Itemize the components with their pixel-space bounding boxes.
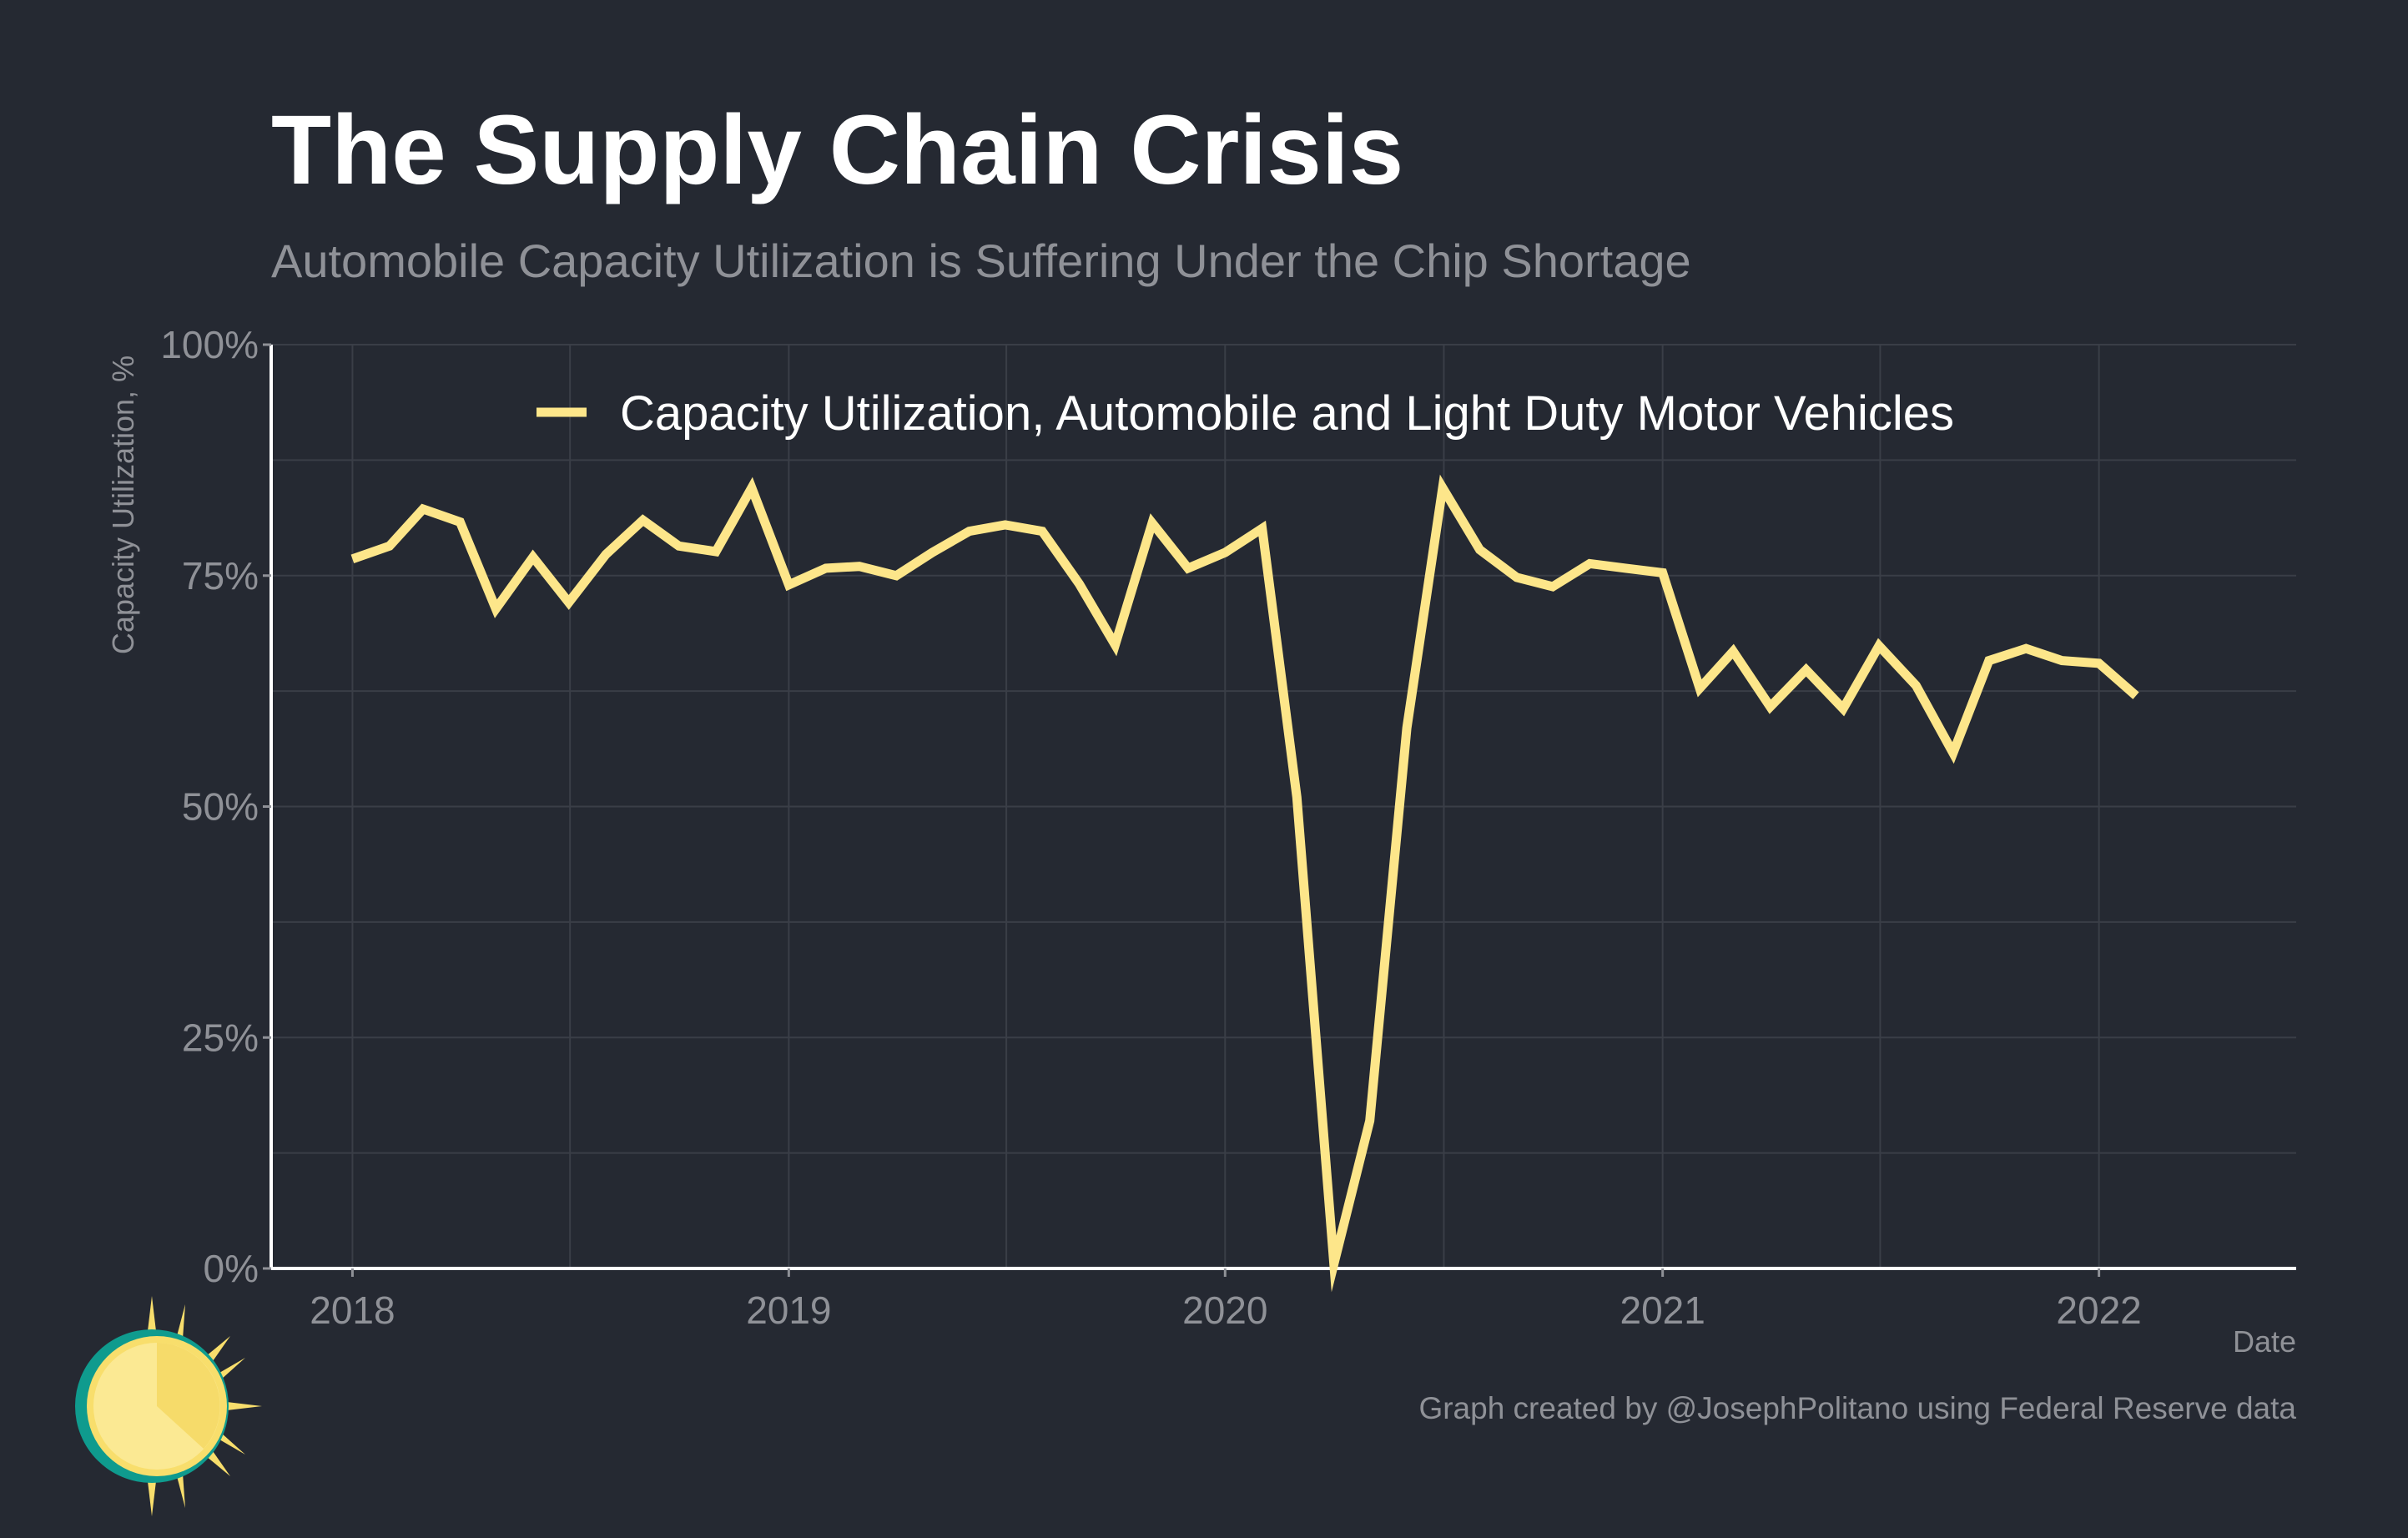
legend: Capacity Utilization, Automobile and Lig… [537,386,1954,441]
series-lines [350,474,2139,1293]
series-line [350,474,2139,1293]
y-axis-ticks: 0% 25% 50% 75% 100% [160,323,271,1290]
chart-subtitle: Automobile Capacity Utilization is Suffe… [271,234,1691,287]
caption: Graph created by @JosephPolitano using F… [1418,1391,2296,1425]
y-tick-label: 25% [182,1016,259,1059]
legend-label: Capacity Utilization, Automobile and Lig… [620,386,1954,441]
y-tick-label: 0% [204,1247,259,1290]
y-tick-label: 75% [182,554,259,598]
x-tick-label: 2021 [1620,1288,1705,1332]
x-tick-label: 2022 [2056,1288,2141,1332]
x-axis-title: Date [2233,1324,2296,1359]
x-tick-label: 2018 [310,1288,395,1332]
y-axis-title: Capacity Utilization, % [106,356,140,654]
y-tick-label: 100% [160,323,259,366]
y-tick-label: 50% [182,785,259,829]
x-tick-label: 2020 [1182,1288,1267,1332]
x-tick-label: 2019 [746,1288,831,1332]
grid [271,344,2296,1269]
chart-title: The Supply Chain Crisis [271,95,1403,205]
x-axis-ticks: 2018 2019 2020 2021 2022 [310,1268,2142,1332]
sun-logo-icon [75,1296,262,1516]
